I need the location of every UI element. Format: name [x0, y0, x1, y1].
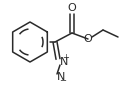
Text: O: O [84, 34, 92, 44]
Text: +: + [63, 53, 69, 62]
Text: −: − [60, 77, 66, 86]
Text: N: N [60, 57, 68, 67]
Text: N: N [57, 72, 65, 82]
Text: O: O [68, 3, 76, 13]
